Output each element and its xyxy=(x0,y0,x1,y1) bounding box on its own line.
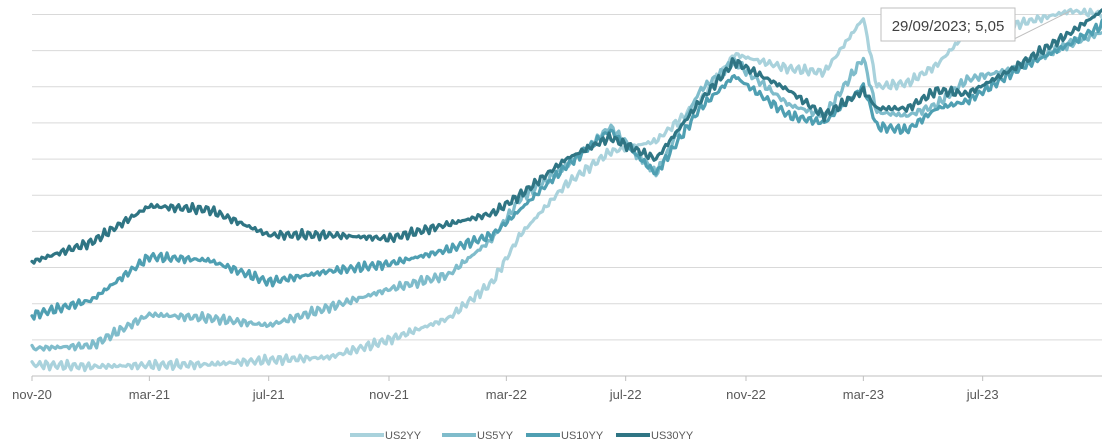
legend: US2YY US5YY US10YY US30YY xyxy=(350,430,694,442)
annotation: 29/09/2023; 5,05 xyxy=(880,7,1071,42)
gridlines xyxy=(32,13,1102,341)
x-axis: nov-20 mar-21 jul-21 nov-21 mar-22 jul-22 nov-… xyxy=(12,375,1102,402)
x-tick-label: mar-23 xyxy=(843,387,884,402)
x-tick-label: nov-20 xyxy=(12,387,52,402)
x-tick-label: mar-22 xyxy=(486,387,527,402)
x-tick-label: jul-23 xyxy=(966,387,999,402)
x-tick-label: jul-22 xyxy=(609,387,642,402)
series-line-us2yy xyxy=(30,7,1102,373)
series-line-us30yy xyxy=(30,8,1102,265)
annotation-box xyxy=(880,7,1016,42)
annotation-label: 29/09/2023; 5,05 xyxy=(892,18,1005,35)
series-lines xyxy=(30,7,1102,373)
x-tick-label: nov-21 xyxy=(369,387,409,402)
x-tick-label: nov-22 xyxy=(726,387,766,402)
legend-label: US5YY xyxy=(477,430,514,442)
series-line-us5yy xyxy=(30,31,1102,352)
series-line-us10yy xyxy=(30,18,1102,321)
legend-label: US10YY xyxy=(561,430,604,442)
x-tick-label: jul-21 xyxy=(252,387,285,402)
annotation-leader-line xyxy=(1011,10,1071,41)
legend-label: US30YY xyxy=(651,430,694,442)
x-tick-label: mar-21 xyxy=(129,387,170,402)
legend-label: US2YY xyxy=(385,430,422,442)
